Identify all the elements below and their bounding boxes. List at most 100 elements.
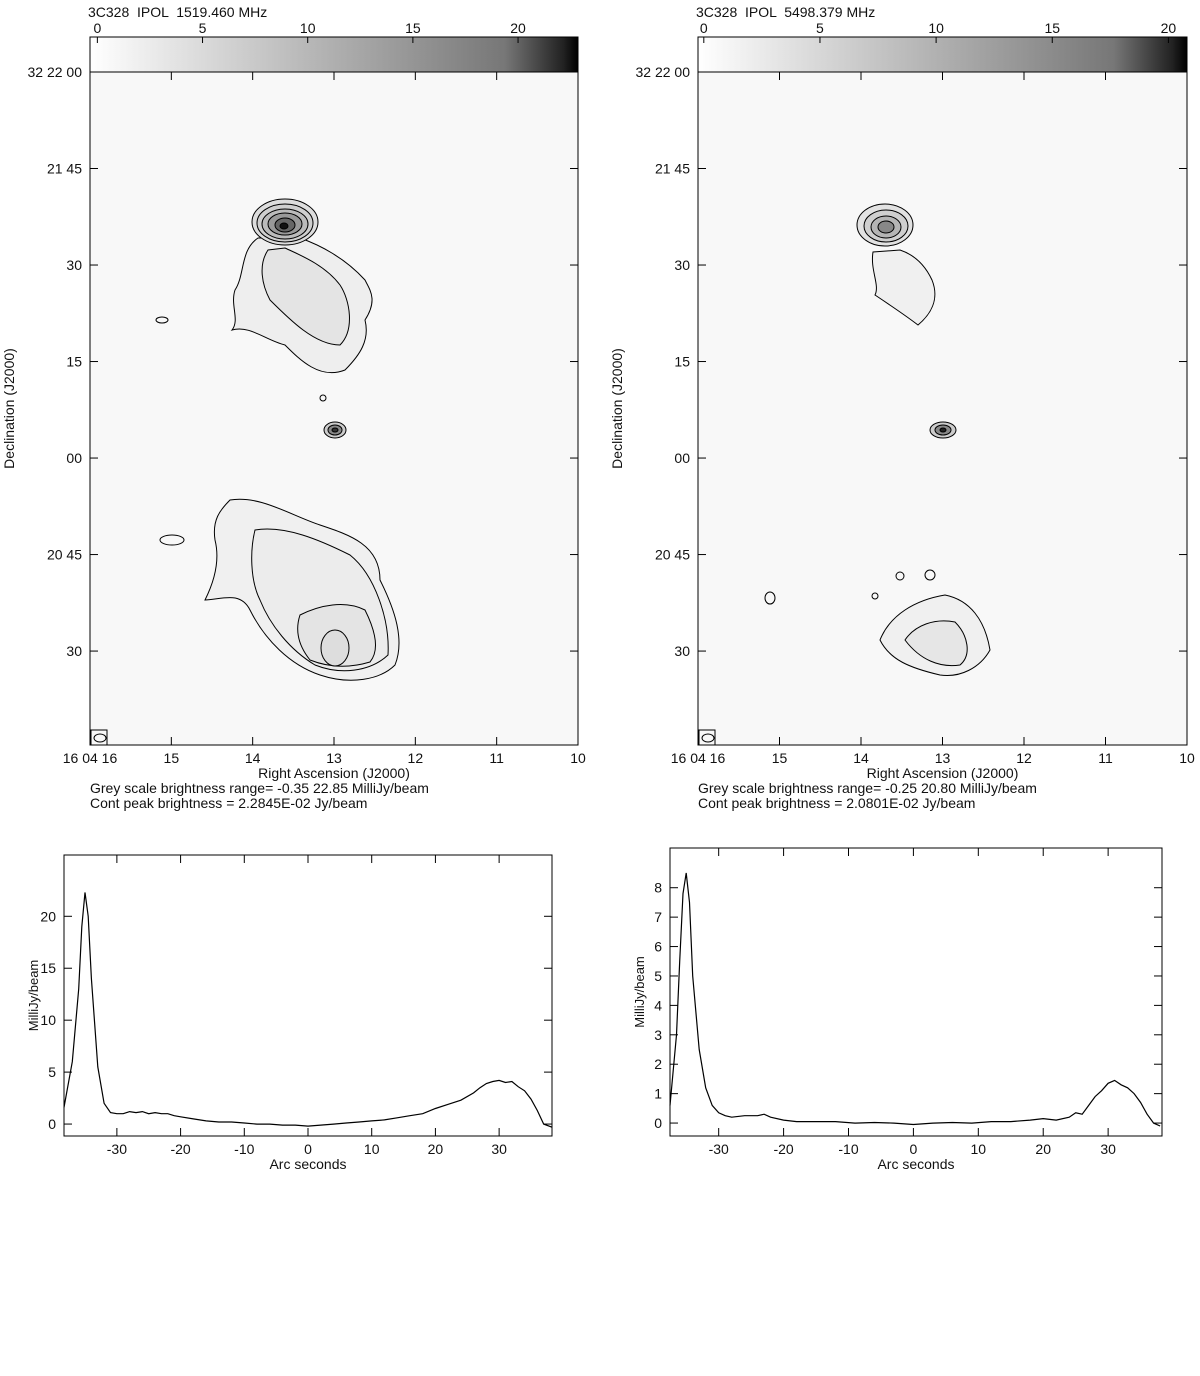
chart-title: 3C328 IPOL 5498.379 MHz [696,4,875,20]
map-note: Grey scale brightness range= -0.35 22.85… [90,780,429,796]
y-tick-label: 15 [674,354,690,370]
x-tick-label: -30 [107,1141,127,1157]
y-tick-label: 15 [40,960,56,976]
contour [895,571,905,581]
x-axis-label: Right Ascension (J2000) [867,765,1019,781]
x-tick-label: 0 [910,1141,918,1157]
y-tick-label: 00 [674,450,690,466]
x-tick-label: 12 [1016,750,1032,766]
colorbar-tick-label: 15 [1044,20,1060,36]
chart-title: 3C328 IPOL 1519.460 MHz [88,4,267,20]
beam [93,733,107,743]
y-tick-label: 0 [48,1116,56,1132]
x-tick-label: 15 [164,750,180,766]
colorbar-tick-label: 20 [1161,20,1177,36]
contour [871,592,879,600]
y-tick-label: 5 [654,968,662,984]
x-tick-label: -30 [709,1141,729,1157]
contour [877,220,895,234]
colorbar-tick-label: 0 [93,20,101,36]
x-tick-label: 15 [772,750,788,766]
x-axis-label: Arc seconds [269,1156,346,1172]
y-tick-label: 6 [654,939,662,955]
y-tick-label: 20 45 [655,547,690,563]
x-tick-label: -10 [838,1141,858,1157]
y-tick-label: 8 [654,880,662,896]
y-tick-label: 21 45 [655,161,690,177]
y-tick-label: 21 45 [47,161,82,177]
contour [279,222,289,230]
x-axis-label: Right Ascension (J2000) [258,765,410,781]
x-tick-label: 10 [1179,750,1195,766]
y-axis-label: MilliJy/beam [632,956,647,1028]
colorbar [697,36,1188,73]
y-tick-label: 30 [674,643,690,659]
x-tick-label: 14 [853,750,869,766]
y-tick-label: 2 [654,1056,662,1072]
y-tick-label: 30 [66,643,82,659]
y-tick-label: 20 45 [47,547,82,563]
colorbar [89,36,579,73]
y-axis-label: Declination (J2000) [609,348,625,469]
map-note: Grey scale brightness range= -0.25 20.80… [698,780,1037,796]
x-tick-label: 20 [428,1141,444,1157]
x-tick-label: 16 04 16 [63,750,118,766]
x-axis-label: Arc seconds [877,1156,954,1172]
plot-frame [63,854,553,1137]
x-tick-label: 10 [570,750,586,766]
map-note: Cont peak brightness = 2.0801E-02 Jy/bea… [698,795,975,811]
contour [904,620,968,667]
x-tick-label: -10 [234,1141,254,1157]
colorbar-tick-label: 0 [700,20,708,36]
x-tick-label: 11 [1098,750,1113,766]
profile-line [669,872,1161,1127]
y-tick-label: 10 [40,1012,56,1028]
contour [319,394,327,402]
contour [159,534,185,546]
colorbar-tick-label: 20 [510,20,526,36]
x-tick-label: -20 [773,1141,793,1157]
contour [331,427,339,433]
y-tick-label: 0 [654,1115,662,1131]
colorbar-tick-label: 15 [405,20,421,36]
y-tick-label: 3 [654,1027,662,1043]
contour [155,316,169,324]
x-tick-label: 14 [245,750,261,766]
contour [939,427,947,433]
x-tick-label: 16 04 16 [671,750,726,766]
y-axis-label: Declination (J2000) [1,348,17,469]
y-tick-label: 4 [654,997,662,1013]
contours-right [698,203,991,746]
y-tick-label: 20 [40,908,56,924]
contour [261,247,350,346]
y-tick-label: 32 22 00 [636,64,691,80]
y-tick-label: 30 [674,257,690,273]
colorbar-tick-label: 10 [300,20,316,36]
beam [701,733,715,743]
colorbar-tick-label: 5 [199,20,207,36]
y-tick-label: 30 [66,257,82,273]
y-tick-label: 1 [654,1086,662,1102]
colorbar-tick-label: 10 [928,20,944,36]
map-note: Cont peak brightness = 2.2845E-02 Jy/bea… [90,795,367,811]
y-axis-label: MilliJy/beam [26,960,41,1032]
y-tick-label: 7 [654,909,662,925]
colorbar-tick-label: 5 [816,20,824,36]
y-tick-label: 15 [66,354,82,370]
contour [320,629,350,667]
x-tick-label: 13 [935,750,951,766]
x-tick-label: 10 [971,1141,987,1157]
y-tick-label: 5 [48,1064,56,1080]
x-tick-label: 10 [364,1141,380,1157]
x-tick-label: 0 [304,1141,312,1157]
contour [764,591,776,605]
x-tick-label: 30 [491,1141,507,1157]
x-tick-label: 11 [489,750,504,766]
profile-line [63,892,553,1128]
x-tick-label: 20 [1035,1141,1051,1157]
y-tick-label: 00 [66,450,82,466]
plot-frame [669,847,1163,1137]
contour [871,249,936,326]
x-tick-label: -20 [170,1141,190,1157]
